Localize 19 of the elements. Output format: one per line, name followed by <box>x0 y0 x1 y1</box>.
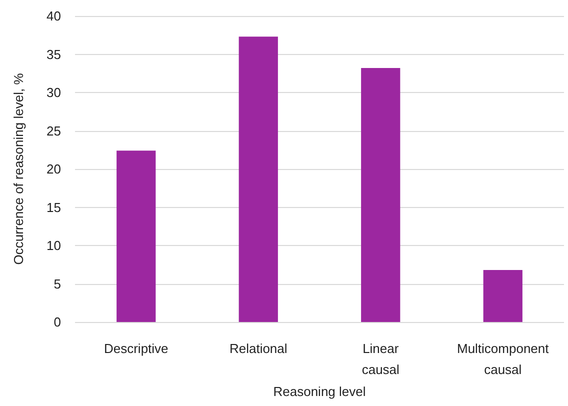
y-tick-label: 30 <box>46 85 61 100</box>
y-axis-title: Occurrence of reasoning level, % <box>11 72 26 265</box>
bar <box>116 150 156 322</box>
y-tick-label: 35 <box>46 46 61 62</box>
y-tick-label: 0 <box>54 314 61 330</box>
y-tick-label: 10 <box>46 238 61 253</box>
bar <box>483 270 522 322</box>
bar <box>361 68 400 322</box>
y-tick-label: 25 <box>46 123 61 138</box>
y-tick-label: 15 <box>46 200 61 215</box>
bar <box>238 36 278 322</box>
x-axis-title: Reasoning level <box>273 384 366 399</box>
x-tick-label: Relational <box>229 341 288 356</box>
x-tick-label: Linear causal <box>362 341 400 377</box>
y-tick-label: 40 <box>46 8 61 24</box>
y-tick-label: 20 <box>46 162 61 176</box>
x-tick-label: Multicomponent causal <box>456 341 550 377</box>
y-tick-label: 5 <box>54 276 61 292</box>
x-tick-label: Descriptive <box>104 341 168 356</box>
